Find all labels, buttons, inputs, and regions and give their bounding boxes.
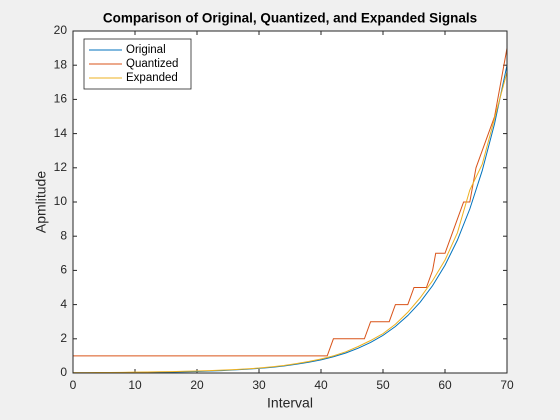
y-tick-label: 0 xyxy=(60,365,67,379)
chart-title: Comparison of Original, Quantized, and E… xyxy=(103,11,477,26)
x-tick-label: 20 xyxy=(190,378,204,392)
x-tick-label: 70 xyxy=(500,378,514,392)
y-tick-label: 12 xyxy=(54,160,68,174)
legend-label: Quantized xyxy=(126,58,178,70)
x-tick-label: 30 xyxy=(252,378,266,392)
axes-box xyxy=(72,30,508,374)
x-tick-label: 0 xyxy=(70,378,77,392)
y-tick-label: 2 xyxy=(60,331,67,345)
y-axis-label: Apmlitude xyxy=(33,171,49,233)
x-tick-label: 60 xyxy=(438,378,452,392)
series-line xyxy=(73,48,508,357)
y-tick-label: 16 xyxy=(54,92,68,106)
y-tick-label: 14 xyxy=(54,126,68,140)
y-tick-label: 6 xyxy=(60,263,67,277)
legend-label: Original xyxy=(126,44,166,56)
y-tick-label: 4 xyxy=(60,297,67,311)
x-tick-label: 40 xyxy=(314,378,328,392)
y-tick-label: 20 xyxy=(54,23,68,37)
legend-label: Expanded xyxy=(126,72,178,84)
x-tick-label: 10 xyxy=(128,378,142,392)
y-tick-label: 8 xyxy=(60,228,67,242)
x-axis-label: Interval xyxy=(267,395,313,411)
series-line xyxy=(73,71,508,374)
x-tick-label: 50 xyxy=(376,378,390,392)
y-tick-label: 10 xyxy=(54,194,68,208)
y-tick-label: 18 xyxy=(54,57,68,71)
